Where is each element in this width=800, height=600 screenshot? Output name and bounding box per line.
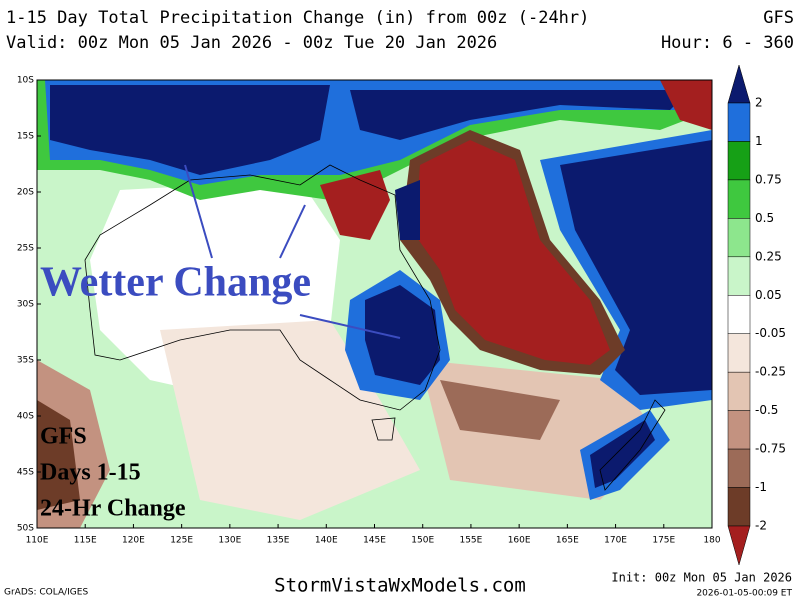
annotation: 24-Hr Change [40, 496, 186, 522]
arrow [299, 314, 401, 339]
footer-credit: GrADS: COLA/IGES [4, 588, 88, 598]
model: GFS [763, 8, 794, 28]
lon-label: 130E [218, 536, 241, 546]
colorbar: 2 1 0.75 0.5 0.25 0.05 -0.05 -0.25 -0.5 -0.75 -1 -2 [727, 64, 786, 566]
lat-label: 45S [17, 468, 34, 478]
colorbar-cap [727, 64, 751, 104]
lon-label: 120E [122, 536, 145, 546]
lat-label: 30S [17, 300, 34, 310]
axes: 10S 15S 20S 25S 30S 35S 40S 45S 50S 110E 115E 120E 1… [17, 76, 721, 546]
colorbar-swatch [727, 218, 751, 258]
arrow [279, 204, 306, 259]
colorbar-label: -0.75 [755, 442, 786, 456]
arrow [184, 164, 213, 259]
colorbar-swatch [727, 141, 751, 181]
colorbar-label: 0.25 [755, 249, 782, 263]
colorbar-label: 1 [755, 134, 763, 148]
lon-label: 165E [556, 536, 579, 546]
lon-label: 175E [652, 536, 675, 546]
lon-label: 145E [363, 536, 386, 546]
colorbar-label: 2 [755, 96, 763, 110]
lon-label: 155E [459, 536, 482, 546]
map [37, 80, 712, 528]
lat-label: 20S [17, 188, 34, 198]
lon-label: 160E [508, 536, 531, 546]
colorbar-swatch [727, 371, 751, 411]
colorbar-swatch [727, 487, 751, 527]
lat-label: 15S [17, 132, 34, 142]
footer-stamp: 2026-01-05-00:09 ET [696, 589, 792, 599]
colorbar-swatch [727, 179, 751, 219]
colorbar-label: -0.5 [755, 403, 778, 417]
colorbar-label: -0.25 [755, 365, 786, 379]
lon-label: 110E [26, 536, 49, 546]
colorbar-swatch [727, 102, 751, 142]
lat-label: 40S [17, 412, 34, 422]
lat-label: 35S [17, 356, 34, 366]
annotation: Wetter Change [40, 260, 311, 306]
lon-label: 180 [703, 536, 720, 546]
colorbar-swatch [727, 448, 751, 488]
colorbar-label: -0.05 [755, 326, 786, 340]
colorbar-swatch [727, 410, 751, 450]
lon-label: 135E [267, 536, 290, 546]
lon-label: 170E [604, 536, 627, 546]
valid: Valid: 00z Mon 05 Jan 2026 - 00z Tue 20 … [6, 33, 497, 53]
lon-label: 115E [74, 536, 97, 546]
annotation: GFS [40, 424, 87, 450]
colorbar-swatch [727, 333, 751, 373]
colorbar-cap [727, 525, 751, 566]
hours: Hour: 6 - 360 [661, 33, 794, 53]
annotation: Days 1-15 [40, 460, 141, 486]
lon-label: 140E [315, 536, 338, 546]
colorbar-label: -1 [755, 480, 767, 494]
colorbar-label: 0.5 [755, 211, 774, 225]
footer-init: Init: 00z Mon 05 Jan 2026 [611, 571, 792, 585]
colorbar-swatch [727, 295, 751, 334]
colorbar-swatch [727, 256, 751, 296]
lon-label: 150E [411, 536, 434, 546]
footer-site: StormVistaWxModels.com [274, 575, 526, 597]
lat-label: 25S [17, 244, 34, 254]
colorbar-label: 0.05 [755, 288, 782, 302]
colorbar-label: -2 [755, 519, 767, 533]
title: 1-15 Day Total Precipitation Change (in)… [6, 8, 589, 28]
lat-label: 50S [17, 524, 34, 534]
lat-label: 10S [17, 76, 34, 86]
lon-label: 125E [170, 536, 193, 546]
colorbar-label: 0.75 [755, 172, 782, 186]
